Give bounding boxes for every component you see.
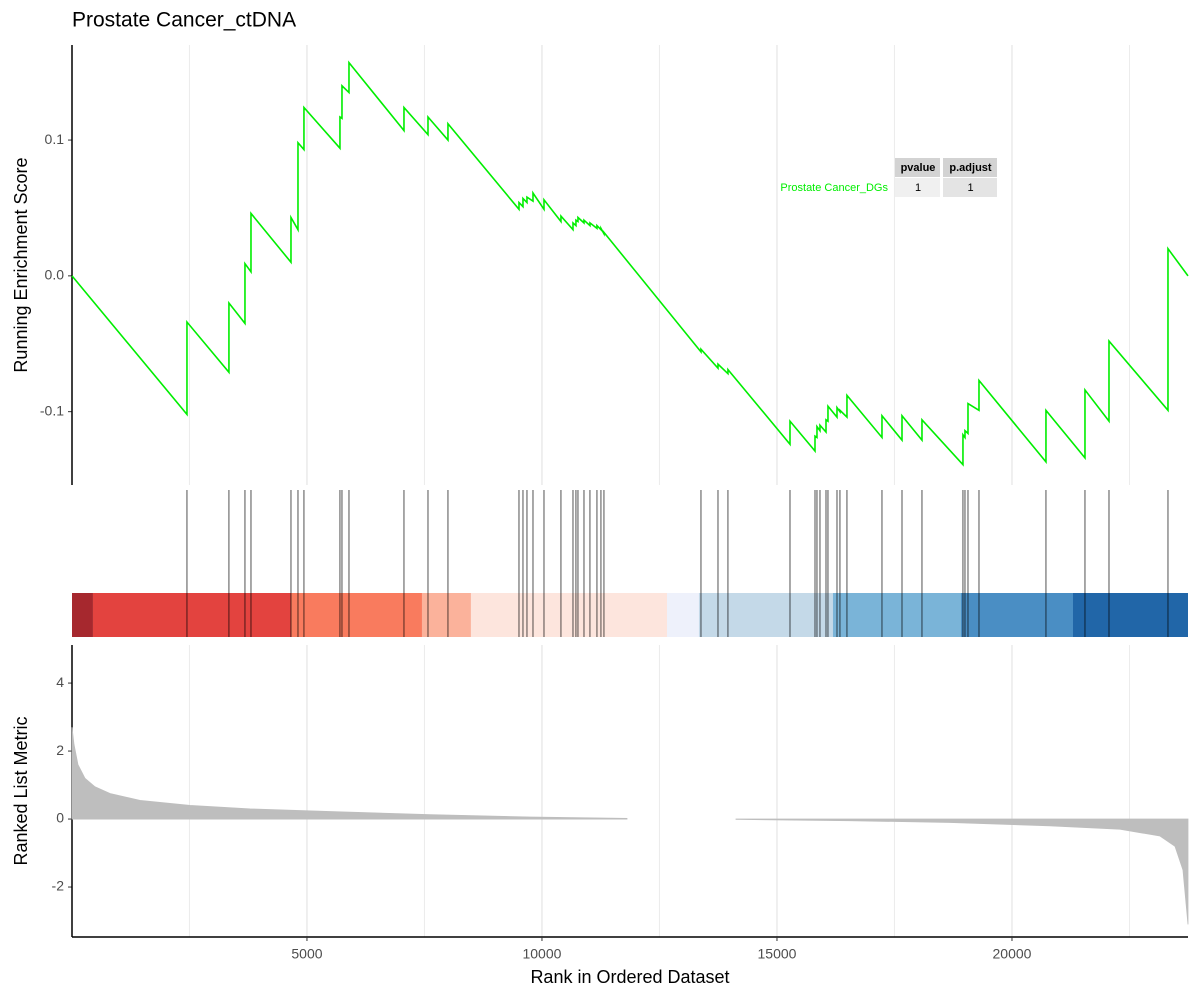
y-tick-label: 2 xyxy=(56,742,64,758)
table-cell xyxy=(895,178,940,197)
y-tick-label: 0.0 xyxy=(45,267,65,283)
running-score-line xyxy=(71,60,1189,467)
x-tick-label: 10000 xyxy=(522,946,561,962)
color-bar-segment xyxy=(72,593,93,637)
color-bar-segment xyxy=(92,593,291,637)
y-tick-label: 0 xyxy=(56,810,64,826)
table-header: pvalue xyxy=(901,162,936,174)
table-value: 1 xyxy=(967,182,973,194)
y-axis-title: Running Enrichment Score xyxy=(11,157,31,372)
y-tick-label: 0.1 xyxy=(45,131,65,147)
color-bar-segment xyxy=(698,593,833,637)
color-bar-segment xyxy=(960,593,1073,637)
table-row-name: Prostate Cancer_DGs xyxy=(780,182,888,194)
color-bar-segment xyxy=(666,593,699,637)
ranked-metric-area xyxy=(71,727,1189,925)
y-axis-title: Ranked List Metric xyxy=(11,716,31,865)
color-bar-segment xyxy=(470,593,667,637)
chart-title: Prostate Cancer_ctDNA xyxy=(72,9,296,32)
table-value: 1 xyxy=(915,182,921,194)
table-cell xyxy=(943,178,997,197)
x-tick-label: 20000 xyxy=(993,946,1032,962)
table-header: p.adjust xyxy=(949,162,992,174)
x-axis-title: Rank in Ordered Dataset xyxy=(530,967,729,987)
x-tick-label: 5000 xyxy=(291,946,322,962)
y-tick-label: -0.1 xyxy=(40,402,64,418)
y-tick-label: -2 xyxy=(52,878,65,894)
table-header-cell xyxy=(943,158,997,177)
x-tick-label: 15000 xyxy=(758,946,797,962)
color-bar-segment xyxy=(290,593,422,637)
color-bar-segment xyxy=(832,593,961,637)
y-tick-label: 4 xyxy=(56,674,64,690)
color-bar-segment xyxy=(1072,593,1188,637)
color-bar-segment xyxy=(421,593,471,637)
table-header-cell xyxy=(895,158,940,177)
